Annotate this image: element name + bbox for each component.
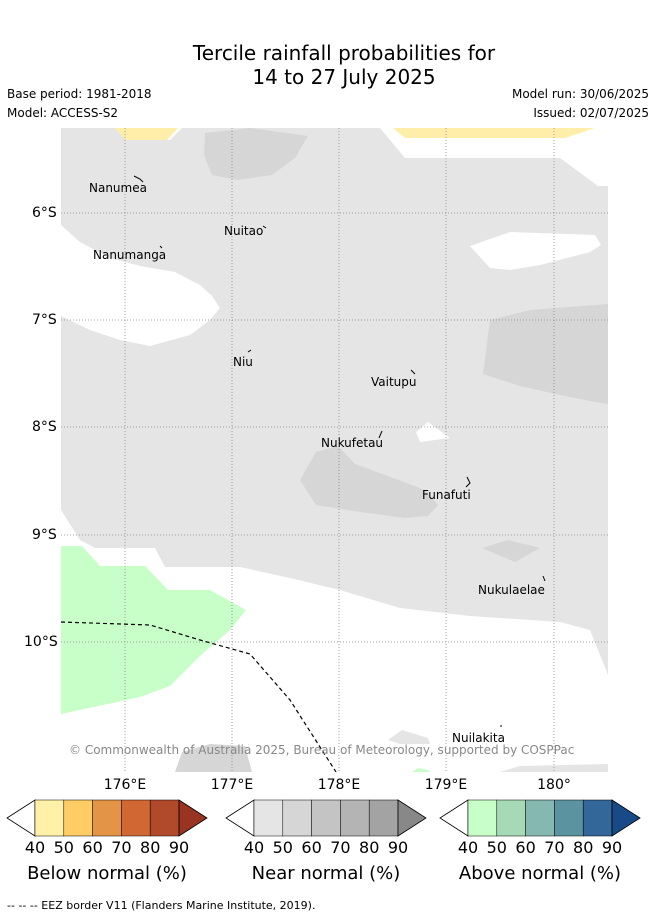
near-normal-region bbox=[61, 128, 608, 675]
white-patch-right bbox=[470, 232, 601, 270]
colorbar-segment bbox=[311, 799, 341, 837]
colorbar-segment bbox=[282, 799, 312, 837]
colorbar-segment bbox=[467, 799, 498, 837]
above-normal-small bbox=[412, 768, 430, 772]
near-normal-50-top bbox=[204, 128, 308, 180]
colorbar-tick-label: 40 bbox=[24, 838, 46, 857]
colorbar-right-triangle bbox=[397, 799, 427, 837]
colorbar-tick-label: 50 bbox=[486, 838, 507, 857]
colorbar-tick-label: 90 bbox=[168, 838, 190, 857]
colorbar-tick-label: 40 bbox=[243, 838, 265, 857]
lon-label-177e: 177°E bbox=[210, 777, 254, 793]
colorbar-segment bbox=[368, 799, 399, 837]
colorbar-tick-label: 60 bbox=[301, 838, 322, 857]
colorbar-tick-label: 80 bbox=[359, 838, 380, 857]
below-normal-region-right bbox=[393, 128, 595, 138]
colorbar-right-triangle bbox=[611, 799, 641, 837]
colorbar-segment bbox=[496, 799, 526, 837]
colorbar-segment bbox=[525, 799, 555, 837]
colorbar-left-triangle bbox=[439, 799, 469, 837]
colorbar-tick-label: 80 bbox=[140, 838, 161, 857]
colorbar-right-triangle bbox=[178, 799, 208, 837]
lat-label-8s: 8°S bbox=[32, 419, 57, 435]
colorbar-segment bbox=[121, 799, 151, 837]
colorbar-segment bbox=[554, 799, 584, 837]
colorbar-title: Above normal (%) bbox=[458, 863, 622, 884]
issued-date: Issued: 02/07/2025 bbox=[533, 106, 649, 120]
near-normal-50-south bbox=[482, 540, 540, 562]
lat-label-6s: 6°S bbox=[32, 205, 57, 221]
above-normal-region bbox=[61, 546, 246, 714]
graticule bbox=[61, 128, 608, 772]
colorbar-tick-label: 90 bbox=[601, 838, 623, 857]
colorbar-left-triangle bbox=[225, 799, 255, 837]
base-period: Base period: 1981-2018 bbox=[7, 87, 152, 101]
colorbar-segment bbox=[340, 799, 370, 837]
place-label-funafuti: Funafuti bbox=[422, 488, 471, 502]
colorbar-tick-label: 50 bbox=[272, 838, 293, 857]
colorbar-segment bbox=[253, 799, 284, 837]
colorbar-tick-label: 70 bbox=[111, 838, 132, 857]
colorbar-segment bbox=[34, 799, 65, 837]
colorbar-segment bbox=[582, 799, 613, 837]
place-label-nanumea: Nanumea bbox=[89, 181, 147, 195]
colorbar-tick-label: 80 bbox=[573, 838, 594, 857]
colorbar-tick-label: 50 bbox=[53, 838, 74, 857]
colorbar-title: Below normal (%) bbox=[27, 863, 187, 884]
colorbar-title: Near normal (%) bbox=[251, 863, 401, 884]
copyright-notice: © Commonwealth of Australia 2025, Bureau… bbox=[69, 743, 575, 757]
lat-label-7s: 7°S bbox=[32, 312, 57, 328]
colorbar-tick-label: 70 bbox=[330, 838, 351, 857]
near-normal-50-center bbox=[300, 446, 438, 518]
colorbar-segment bbox=[63, 799, 93, 837]
colorbar-segment bbox=[92, 799, 122, 837]
colorbar-left-triangle bbox=[6, 799, 36, 837]
lon-label-178e: 178°E bbox=[317, 777, 361, 793]
eez-footer-note: -- -- -- EEZ border V11 (Flanders Marine… bbox=[7, 899, 316, 912]
eez-border bbox=[61, 621, 337, 772]
place-label-nukulaelae: Nukulaelae bbox=[478, 583, 545, 597]
colorbar-tick-label: 60 bbox=[82, 838, 103, 857]
model-name: Model: ACCESS-S2 bbox=[7, 106, 119, 120]
lon-label-180: 180° bbox=[537, 777, 571, 793]
lon-label-179e: 179°E bbox=[424, 777, 468, 793]
place-label-nuilakita: Nuilakita bbox=[452, 731, 505, 745]
legend-colorbars bbox=[6, 799, 641, 837]
lat-label-10s: 10°S bbox=[24, 634, 58, 650]
near-normal-50-bottom bbox=[175, 744, 252, 772]
lat-label-9s: 9°S bbox=[32, 527, 57, 543]
near-normal-40-bottom-right bbox=[388, 730, 430, 744]
place-label-nukufetau: Nukufetau bbox=[321, 436, 384, 450]
place-label-nanumanga: Nanumanga bbox=[93, 248, 167, 262]
place-label-nuitao: Nuitao bbox=[224, 224, 264, 238]
near-normal-50-right bbox=[483, 304, 608, 404]
place-label-vaitupu: Vaitupu bbox=[371, 375, 417, 389]
colorbar-tick-label: 60 bbox=[515, 838, 536, 857]
colorbar-tick-label: 40 bbox=[457, 838, 479, 857]
place-label-niu: Niu bbox=[233, 355, 253, 369]
colorbar-tick-label: 90 bbox=[387, 838, 409, 857]
below-normal-region-left bbox=[115, 128, 178, 140]
colorbar-tick-label: 70 bbox=[544, 838, 565, 857]
colorbar-segment bbox=[149, 799, 180, 837]
lon-label-176e: 176°E bbox=[103, 777, 147, 793]
islands bbox=[133, 175, 546, 727]
map-title-line1: Tercile rainfall probabilities for bbox=[192, 41, 496, 65]
model-run: Model run: 30/06/2025 bbox=[511, 87, 649, 101]
white-patch-left bbox=[61, 225, 220, 346]
map-title-line2: 14 to 27 July 2025 bbox=[252, 65, 436, 89]
